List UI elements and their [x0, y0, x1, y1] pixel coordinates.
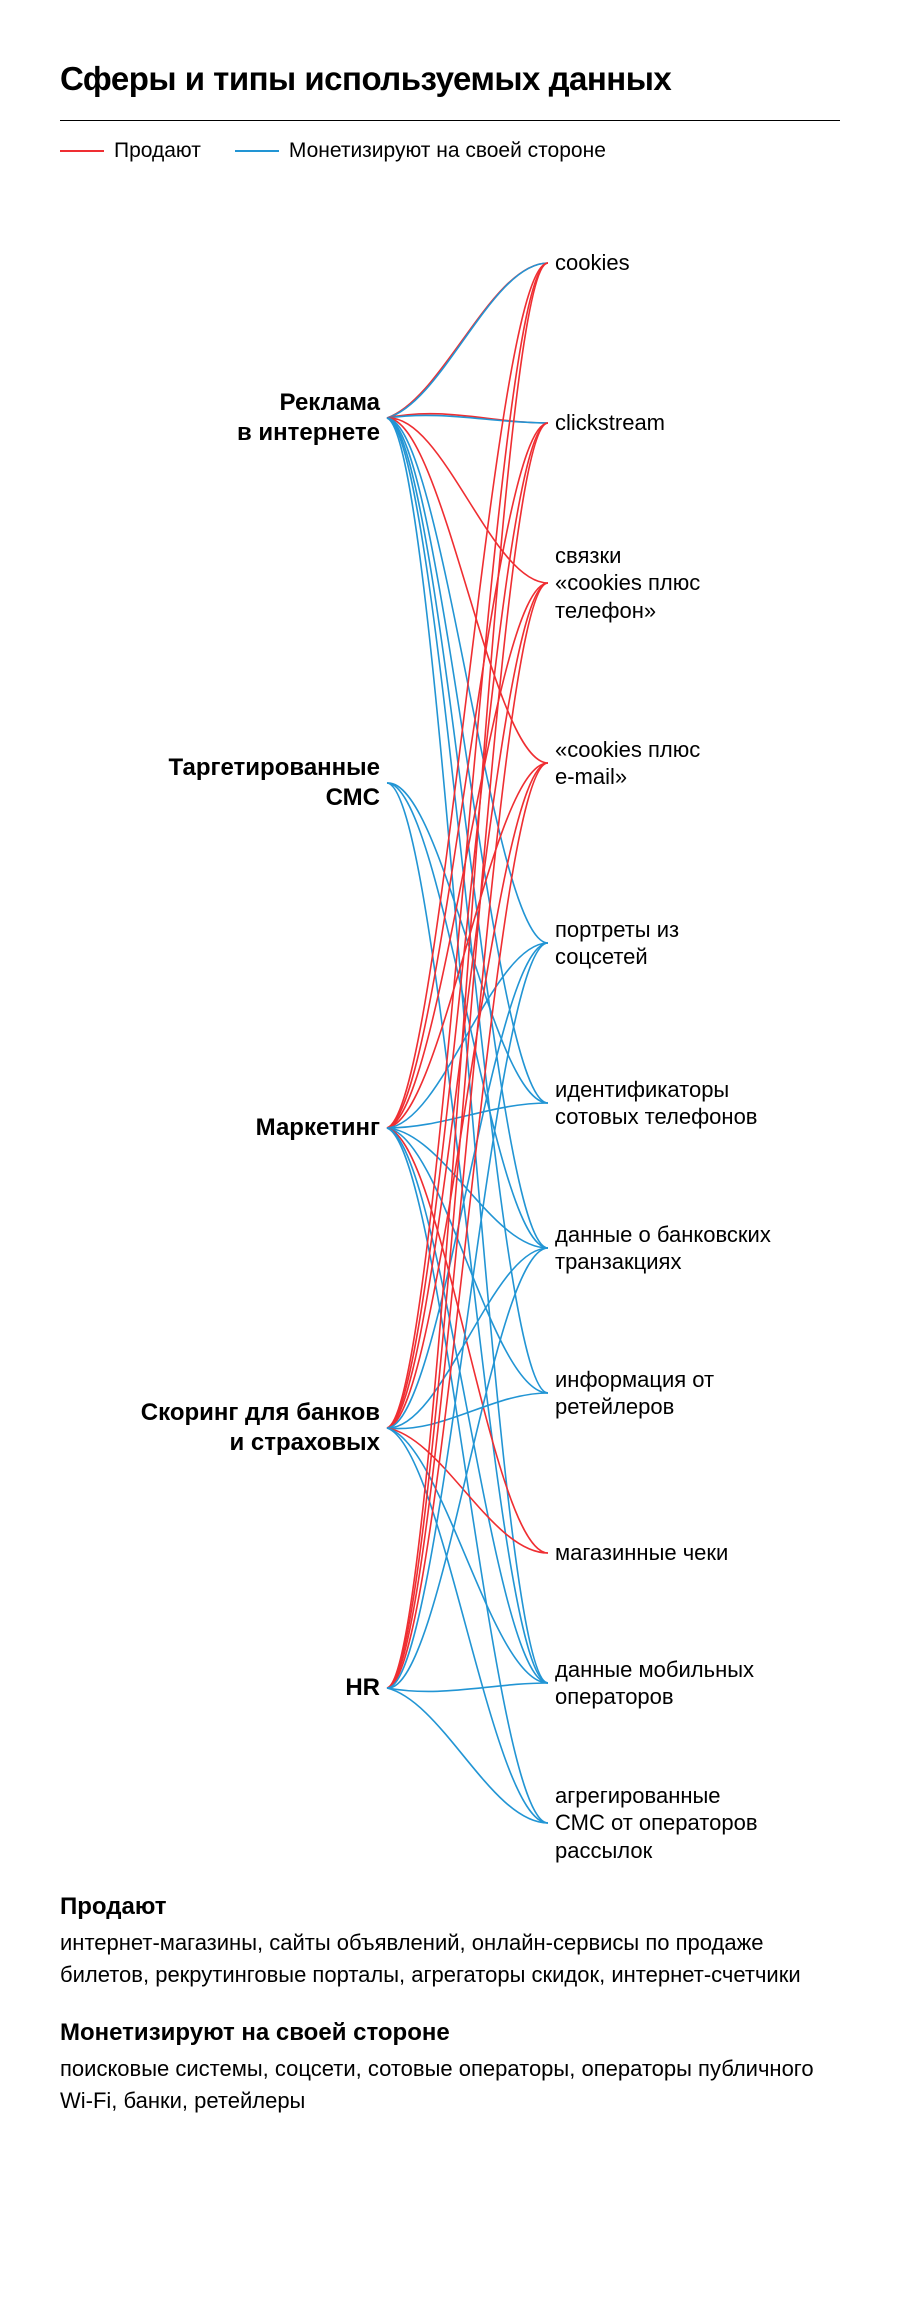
legend-item-sell: Продают	[60, 139, 201, 163]
footer-heading-1: Монетизируют на своей стороне	[60, 2019, 840, 2047]
page-title: Сферы и типы используемых данных	[60, 60, 840, 98]
legend-item-monetize: Монетизируют на своей стороне	[235, 139, 606, 163]
left-node-label: Маркетинг	[256, 1113, 380, 1143]
right-node-label: данные о банковскихтранзакциях	[555, 1221, 771, 1276]
right-node-label: портреты изсоцсетей	[555, 916, 679, 971]
right-node-label: агрегированныеСМС от оператороврассылок	[555, 1782, 758, 1865]
page: Сферы и типы используемых данных Продают…	[0, 0, 900, 2312]
right-node-label: идентификаторысотовых телефонов	[555, 1076, 758, 1131]
right-node-label: clickstream	[555, 409, 665, 437]
edge	[387, 423, 548, 1128]
title-rule	[60, 120, 840, 121]
legend: Продают Монетизируют на своей стороне	[60, 139, 840, 163]
edge	[387, 583, 548, 1428]
footer: Продают интернет-магазины, сайты объявле…	[60, 1893, 840, 2117]
right-node-label: связки«cookies плюстелефон»	[555, 542, 700, 625]
right-node-label: информация отретейлеров	[555, 1366, 714, 1421]
left-node-label: ТаргетированныеСМС	[168, 753, 380, 813]
footer-heading-0: Продают	[60, 1893, 840, 1921]
edge	[387, 763, 548, 1428]
footer-body-1: поисковые системы, соцсети, сотовые опер…	[60, 2053, 840, 2117]
edge	[387, 418, 548, 1393]
edge	[387, 1683, 548, 1691]
legend-label-monetize: Монетизируют на своей стороне	[289, 139, 606, 163]
right-node-label: данные мобильныхоператоров	[555, 1656, 754, 1711]
diagram-svg	[60, 183, 840, 1863]
legend-swatch-sell	[60, 150, 104, 152]
left-node-label: Скоринг для банкови страховых	[141, 1398, 380, 1458]
edge	[387, 763, 548, 1688]
right-node-label: cookies	[555, 249, 630, 277]
left-node-label: Рекламав интернете	[237, 388, 380, 448]
footer-body-0: интернет-магазины, сайты объявлений, онл…	[60, 1927, 840, 1991]
legend-swatch-monetize	[235, 150, 279, 152]
right-node-label: магазинные чеки	[555, 1539, 728, 1567]
left-node-label: HR	[345, 1673, 380, 1703]
edge	[387, 1688, 548, 1823]
legend-label-sell: Продают	[114, 139, 201, 163]
network-diagram: Рекламав интернете ТаргетированныеСМС Марк…	[60, 183, 840, 1863]
right-node-label: «cookies плюсe-mail»	[555, 736, 700, 791]
